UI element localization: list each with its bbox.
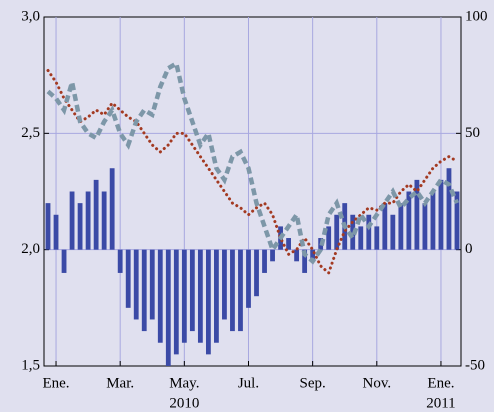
x-tick-label: Jul.: [238, 375, 259, 391]
bar: [270, 249, 275, 262]
bar: [214, 249, 219, 343]
x-tick-label: Sep.: [300, 375, 326, 391]
y2-tick-label: 50: [465, 125, 480, 141]
bar: [382, 203, 388, 250]
bar: [101, 191, 107, 250]
bar: [438, 179, 444, 250]
bar: [230, 249, 235, 332]
bar: [69, 191, 75, 250]
bar: [454, 191, 460, 250]
bar: [302, 249, 308, 273]
bar: [254, 249, 259, 297]
bar: [358, 226, 364, 250]
bar: [326, 226, 332, 250]
line: [46, 69, 459, 276]
bar: [165, 249, 171, 366]
bar: [430, 191, 436, 250]
bar: [310, 249, 316, 262]
bar: [294, 249, 300, 262]
bar: [53, 214, 59, 250]
bar: [173, 249, 179, 355]
bar: [286, 238, 291, 250]
bar: [157, 249, 163, 343]
year-label: 2011: [426, 395, 455, 411]
x-tick-label: Mar.: [106, 375, 134, 391]
bar: [374, 226, 380, 250]
y-tick-label: 1,5: [21, 357, 40, 373]
bar: [45, 203, 51, 250]
bar: [446, 168, 452, 250]
bar: [366, 214, 372, 250]
bar: [334, 214, 340, 250]
bar: [141, 249, 147, 332]
bar: [85, 191, 91, 250]
bar: [222, 249, 227, 320]
bar: [181, 249, 187, 343]
bar: [414, 179, 420, 250]
x-tick-label: Nov.: [362, 375, 391, 391]
y2-tick-label: -50: [465, 357, 485, 373]
y2-tick-label: 100: [465, 8, 488, 24]
bar: [189, 249, 195, 332]
x-tick-label: Ene.: [42, 375, 69, 391]
bar: [197, 249, 203, 343]
bar: [262, 249, 267, 273]
x-tick-label: Ene.: [427, 375, 454, 391]
y-tick-label: 2,5: [21, 125, 40, 141]
bar: [133, 249, 139, 320]
bar: [117, 249, 123, 273]
year-label: 2010: [169, 395, 199, 411]
bar: [390, 214, 396, 250]
bar: [125, 249, 131, 308]
bar: [422, 203, 428, 250]
y-tick-label: 3,0: [21, 8, 40, 24]
bar: [238, 249, 243, 332]
bar: [149, 249, 155, 320]
bar: [77, 203, 83, 250]
bar: [406, 191, 412, 250]
bar: [109, 168, 115, 250]
bar: [205, 249, 211, 355]
bar: [246, 249, 251, 308]
y2-tick-label: 0: [465, 241, 473, 257]
bar: [61, 249, 67, 273]
bar: [93, 179, 99, 250]
x-tick-label: May.: [169, 375, 199, 391]
line: [46, 60, 460, 265]
bar: [398, 203, 404, 250]
y-tick-label: 2,0: [21, 241, 40, 257]
